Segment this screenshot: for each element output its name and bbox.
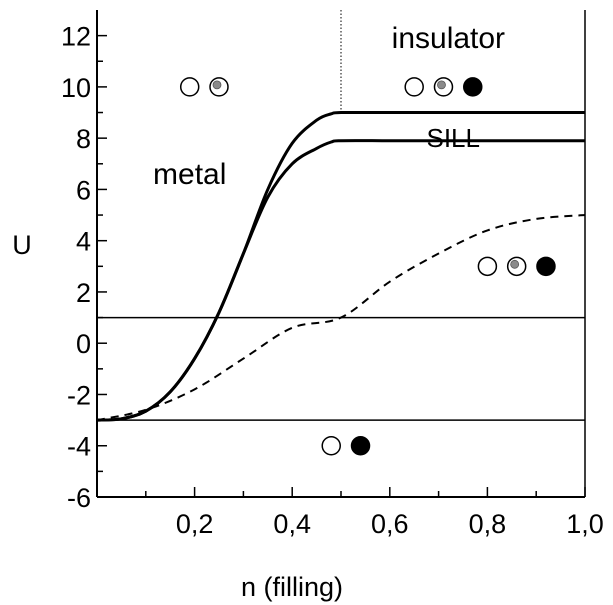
empty-site-marker: [404, 77, 424, 97]
y-tick-label: 12: [61, 22, 91, 52]
site-markers: [179, 77, 556, 456]
annotation-metal: metal: [153, 158, 226, 191]
empty-site-marker: [477, 256, 498, 277]
half-site-dot: [212, 80, 222, 90]
empty-site-marker: [179, 77, 200, 97]
plot-frame: [96, 10, 586, 498]
full-site-marker: [463, 77, 483, 97]
annotation-insulator: insulator: [392, 22, 505, 55]
x-tick-label: 0,8: [469, 509, 507, 539]
empty-site-marker: [321, 435, 341, 456]
y-tick-label: -4: [67, 432, 91, 462]
annotations: insulator metal SILL: [153, 22, 505, 191]
y-tick-label: -2: [67, 380, 91, 410]
x-axis-ticks: 0,2 0,4 0,6 0,8 1,0: [145, 487, 604, 539]
y-tick-label: 6: [76, 175, 91, 205]
y-tick-label: 8: [76, 124, 91, 154]
y-axis-title: U: [12, 230, 32, 260]
y-axis-ticks: -6 -4 -2 0 2 4 6 8 10 12: [61, 22, 107, 513]
x-tick-label: 0,2: [176, 509, 214, 539]
y-tick-label: 4: [76, 227, 91, 257]
x-tick-label: 0,6: [371, 509, 409, 539]
y-tick-label: 2: [76, 278, 91, 308]
half-site-dot: [437, 80, 446, 90]
x-tick-label: 0,4: [273, 509, 311, 539]
x-tick-label: 1,0: [566, 509, 604, 539]
half-site-dot: [510, 259, 520, 269]
series-layer: [96, 110, 586, 422]
y-tick-label: 0: [76, 329, 91, 359]
annotation-sill: SILL: [426, 123, 480, 153]
series-line-2: [96, 139, 585, 422]
y-tick-label: -6: [67, 483, 91, 513]
x-axis-title: n (filling): [241, 572, 343, 602]
y-tick-label: 10: [61, 73, 91, 103]
full-site-marker: [350, 435, 371, 456]
full-site-marker: [536, 256, 556, 277]
